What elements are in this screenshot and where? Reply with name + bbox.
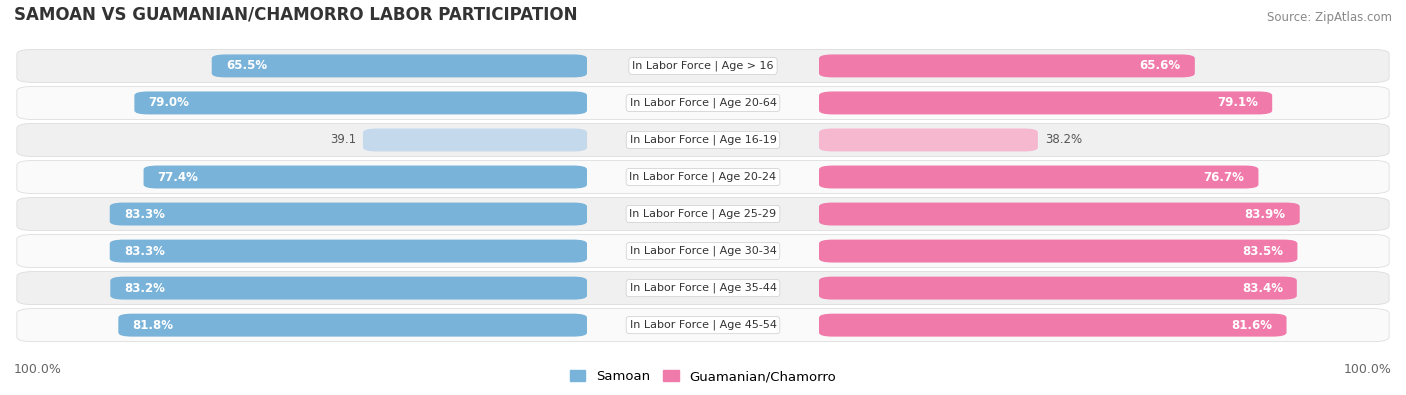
Text: In Labor Force | Age 20-64: In Labor Force | Age 20-64 <box>630 98 776 108</box>
Text: 79.1%: 79.1% <box>1218 96 1258 109</box>
FancyBboxPatch shape <box>110 203 588 226</box>
Legend: Samoan, Guamanian/Chamorro: Samoan, Guamanian/Chamorro <box>564 365 842 388</box>
FancyBboxPatch shape <box>818 55 1195 77</box>
Text: 77.4%: 77.4% <box>157 171 198 184</box>
FancyBboxPatch shape <box>118 314 588 337</box>
FancyBboxPatch shape <box>818 276 1296 299</box>
FancyBboxPatch shape <box>818 203 1299 226</box>
FancyBboxPatch shape <box>818 92 1272 115</box>
Text: In Labor Force | Age 35-44: In Labor Force | Age 35-44 <box>630 283 776 293</box>
Text: 100.0%: 100.0% <box>1344 363 1392 376</box>
FancyBboxPatch shape <box>17 308 1389 342</box>
Text: 81.8%: 81.8% <box>132 319 173 332</box>
Text: 38.2%: 38.2% <box>1045 134 1083 147</box>
Text: 79.0%: 79.0% <box>149 96 190 109</box>
FancyBboxPatch shape <box>110 276 588 299</box>
Text: Source: ZipAtlas.com: Source: ZipAtlas.com <box>1267 11 1392 24</box>
FancyBboxPatch shape <box>17 198 1389 231</box>
Text: 83.4%: 83.4% <box>1241 282 1282 295</box>
Text: In Labor Force | Age 16-19: In Labor Force | Age 16-19 <box>630 135 776 145</box>
FancyBboxPatch shape <box>212 55 588 77</box>
FancyBboxPatch shape <box>17 160 1389 194</box>
FancyBboxPatch shape <box>818 166 1258 188</box>
Text: 81.6%: 81.6% <box>1232 319 1272 332</box>
FancyBboxPatch shape <box>135 92 588 115</box>
Text: In Labor Force | Age 45-54: In Labor Force | Age 45-54 <box>630 320 776 330</box>
Text: 83.9%: 83.9% <box>1244 207 1285 220</box>
Text: 65.6%: 65.6% <box>1140 59 1181 72</box>
FancyBboxPatch shape <box>143 166 588 188</box>
Text: 39.1: 39.1 <box>330 134 356 147</box>
Text: In Labor Force | Age 20-24: In Labor Force | Age 20-24 <box>630 172 776 182</box>
Text: 100.0%: 100.0% <box>14 363 62 376</box>
FancyBboxPatch shape <box>363 128 588 151</box>
Text: In Labor Force | Age > 16: In Labor Force | Age > 16 <box>633 61 773 71</box>
Text: 83.3%: 83.3% <box>124 207 165 220</box>
FancyBboxPatch shape <box>17 87 1389 119</box>
Text: 83.5%: 83.5% <box>1243 245 1284 258</box>
FancyBboxPatch shape <box>110 240 588 263</box>
FancyBboxPatch shape <box>818 314 1286 337</box>
FancyBboxPatch shape <box>17 272 1389 305</box>
FancyBboxPatch shape <box>17 49 1389 83</box>
Text: 83.3%: 83.3% <box>124 245 165 258</box>
FancyBboxPatch shape <box>17 235 1389 268</box>
Text: 76.7%: 76.7% <box>1204 171 1244 184</box>
Text: In Labor Force | Age 25-29: In Labor Force | Age 25-29 <box>630 209 776 219</box>
FancyBboxPatch shape <box>17 123 1389 156</box>
Text: In Labor Force | Age 30-34: In Labor Force | Age 30-34 <box>630 246 776 256</box>
FancyBboxPatch shape <box>818 240 1298 263</box>
Text: SAMOAN VS GUAMANIAN/CHAMORRO LABOR PARTICIPATION: SAMOAN VS GUAMANIAN/CHAMORRO LABOR PARTI… <box>14 6 578 24</box>
Text: 65.5%: 65.5% <box>226 59 267 72</box>
FancyBboxPatch shape <box>818 128 1038 151</box>
Text: 83.2%: 83.2% <box>124 282 166 295</box>
